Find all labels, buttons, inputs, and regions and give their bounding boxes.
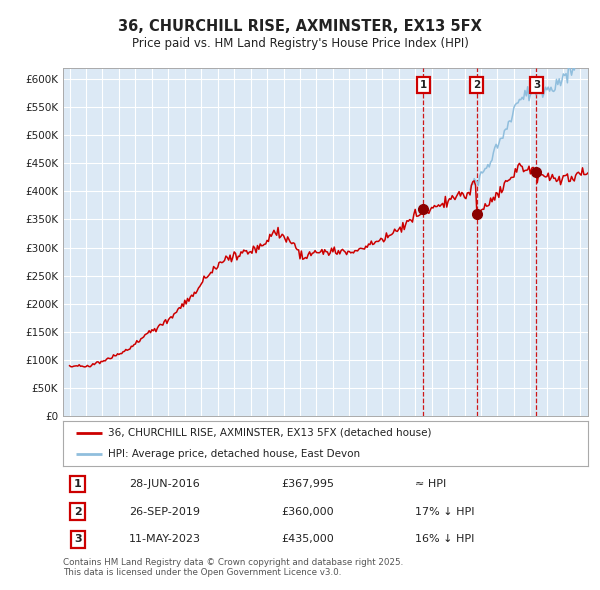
Text: 36, CHURCHILL RISE, AXMINSTER, EX13 5FX: 36, CHURCHILL RISE, AXMINSTER, EX13 5FX <box>118 19 482 34</box>
Text: ≈ HPI: ≈ HPI <box>415 479 446 489</box>
Text: HPI: Average price, detached house, East Devon: HPI: Average price, detached house, East… <box>107 450 360 460</box>
Text: 26-SEP-2019: 26-SEP-2019 <box>128 507 200 516</box>
Text: 16% ↓ HPI: 16% ↓ HPI <box>415 534 474 544</box>
Text: 2: 2 <box>473 80 481 90</box>
Text: £367,995: £367,995 <box>281 479 334 489</box>
Text: 2: 2 <box>74 507 82 516</box>
Text: £360,000: £360,000 <box>281 507 334 516</box>
Text: 3: 3 <box>74 534 82 544</box>
Text: 1: 1 <box>74 479 82 489</box>
Text: 36, CHURCHILL RISE, AXMINSTER, EX13 5FX (detached house): 36, CHURCHILL RISE, AXMINSTER, EX13 5FX … <box>107 428 431 438</box>
Text: £435,000: £435,000 <box>281 534 334 544</box>
Text: 28-JUN-2016: 28-JUN-2016 <box>128 479 199 489</box>
Text: 1: 1 <box>420 80 427 90</box>
Text: 17% ↓ HPI: 17% ↓ HPI <box>415 507 474 516</box>
Text: Contains HM Land Registry data © Crown copyright and database right 2025.
This d: Contains HM Land Registry data © Crown c… <box>63 558 403 577</box>
Text: 3: 3 <box>533 80 540 90</box>
Text: 11-MAY-2023: 11-MAY-2023 <box>128 534 200 544</box>
Text: Price paid vs. HM Land Registry's House Price Index (HPI): Price paid vs. HM Land Registry's House … <box>131 37 469 50</box>
